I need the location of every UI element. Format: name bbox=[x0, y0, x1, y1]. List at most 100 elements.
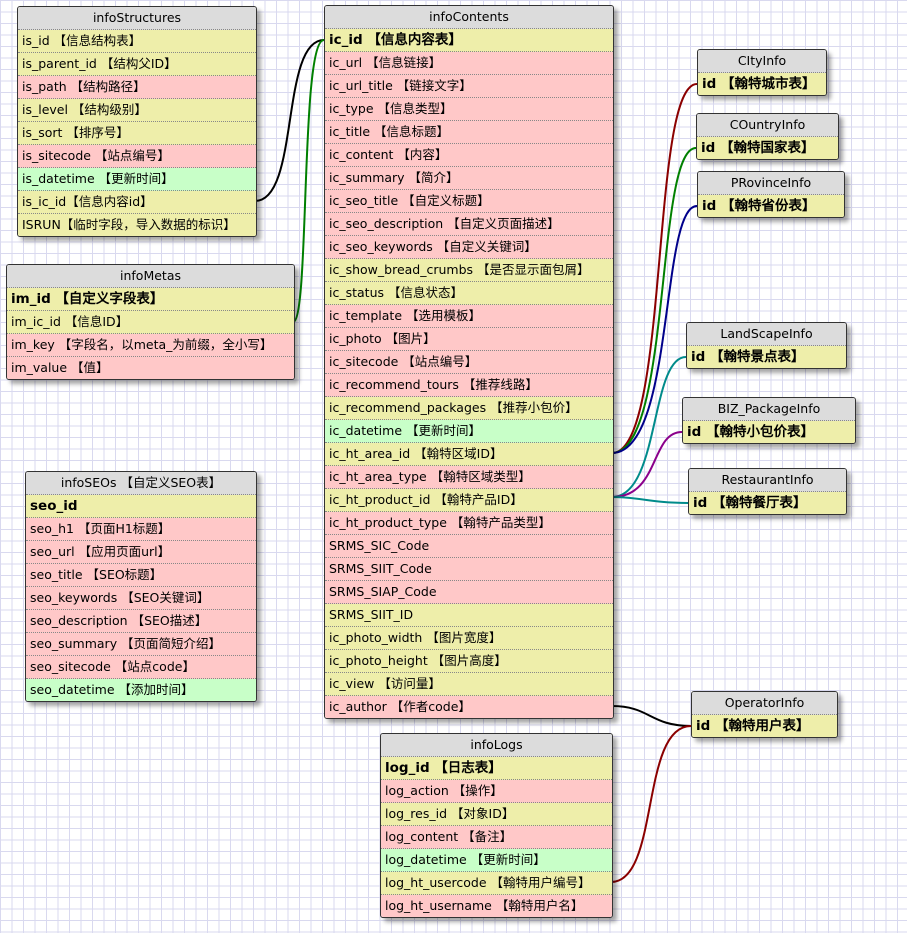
table-field[interactable]: ic_photo 【图片】 bbox=[325, 328, 613, 351]
primary-key-field[interactable]: ic_id 【信息内容表】 bbox=[325, 29, 613, 52]
relation-line bbox=[611, 705, 692, 727]
table-landscapeinfo[interactable]: LandScapeInfo id 【翰特景点表】 bbox=[686, 322, 847, 369]
table-field[interactable]: ISRUN【临时字段，导入数据的标识】 bbox=[18, 214, 256, 236]
primary-key-field[interactable]: id 【翰特景点表】 bbox=[687, 346, 846, 368]
table-biz-packageinfo[interactable]: BIZ_PackageInfo id 【翰特小包价表】 bbox=[682, 397, 856, 444]
table-field[interactable]: im_key 【字段名，以meta_为前缀，全小写】 bbox=[7, 334, 294, 357]
relation-line bbox=[611, 147, 697, 454]
table-field[interactable]: is_path 【结构路径】 bbox=[18, 76, 256, 99]
table-field[interactable]: log_content 【备注】 bbox=[381, 826, 612, 849]
table-field[interactable]: is_id 【信息结构表】 bbox=[18, 30, 256, 53]
relation-line bbox=[611, 205, 698, 454]
primary-key-field[interactable]: id 【翰特国家表】 bbox=[697, 137, 838, 159]
table-field[interactable]: log_res_id 【对象ID】 bbox=[381, 803, 612, 826]
primary-key-field[interactable]: log_id 【日志表】 bbox=[381, 757, 612, 780]
relation-line bbox=[610, 725, 692, 883]
table-field[interactable]: is_ic_id【信息内容id】 bbox=[18, 191, 256, 214]
table-field[interactable]: ic_ht_product_id 【翰特产品ID】 bbox=[325, 489, 613, 512]
table-infostructures[interactable]: infoStructures is_id 【信息结构表】 is_parent_id … bbox=[17, 6, 257, 237]
relation-line bbox=[611, 496, 689, 504]
table-field[interactable]: SRMS_SIIT_ID bbox=[325, 604, 613, 627]
table-title[interactable]: infoSEOs 【自定义SEO表】 bbox=[26, 472, 256, 495]
table-field[interactable]: ic_url_title 【链接文字】 bbox=[325, 75, 613, 98]
table-title[interactable]: LandScapeInfo bbox=[687, 323, 846, 346]
relation-line bbox=[611, 431, 683, 498]
table-field[interactable]: ic_sitecode 【站点编号】 bbox=[325, 351, 613, 374]
table-field[interactable]: ic_status 【信息状态】 bbox=[325, 282, 613, 305]
table-field[interactable]: seo_datetime 【添加时间】 bbox=[26, 679, 256, 701]
table-title[interactable]: RestaurantInfo bbox=[689, 469, 846, 492]
table-field[interactable]: ic_recommend_tours 【推荐线路】 bbox=[325, 374, 613, 397]
relation-line bbox=[292, 39, 325, 323]
table-field[interactable]: SRMS_SIAP_Code bbox=[325, 581, 613, 604]
table-provinceinfo[interactable]: PRovinceInfo id 【翰特省份表】 bbox=[697, 171, 845, 218]
table-countryinfo[interactable]: COuntryInfo id 【翰特国家表】 bbox=[696, 113, 839, 160]
table-title[interactable]: PRovinceInfo bbox=[698, 172, 844, 195]
table-field[interactable]: is_sort 【排序号】 bbox=[18, 122, 256, 145]
table-field[interactable]: ic_url 【信息链接】 bbox=[325, 52, 613, 75]
primary-key-field[interactable]: im_id 【自定义字段表】 bbox=[7, 288, 294, 311]
primary-key-field[interactable]: id 【翰特省份表】 bbox=[698, 195, 844, 217]
table-field[interactable]: is_level 【结构级别】 bbox=[18, 99, 256, 122]
relation-line bbox=[611, 356, 687, 498]
table-field[interactable]: ic_recommend_packages 【推荐小包价】 bbox=[325, 397, 613, 420]
table-title[interactable]: infoLogs bbox=[381, 734, 612, 757]
table-field[interactable]: ic_content 【内容】 bbox=[325, 144, 613, 167]
table-field[interactable]: log_datetime 【更新时间】 bbox=[381, 849, 612, 872]
table-infocontents[interactable]: infoContents ic_id 【信息内容表】 ic_url 【信息链接】 ic… bbox=[324, 5, 614, 719]
table-field[interactable]: SRMS_SIIT_Code bbox=[325, 558, 613, 581]
table-title[interactable]: infoStructures bbox=[18, 7, 256, 30]
table-field[interactable]: is_sitecode 【站点编号】 bbox=[18, 145, 256, 168]
table-field[interactable]: ic_type 【信息类型】 bbox=[325, 98, 613, 121]
table-field[interactable]: log_ht_username 【翰特用户名】 bbox=[381, 895, 612, 917]
table-field[interactable]: im_value 【值】 bbox=[7, 357, 294, 379]
table-infometas[interactable]: infoMetas im_id 【自定义字段表】 im_ic_id 【信息ID】 im… bbox=[6, 264, 295, 380]
table-field[interactable]: seo_summary 【页面简短介绍】 bbox=[26, 633, 256, 656]
table-field[interactable]: seo_url 【应用页面url】 bbox=[26, 541, 256, 564]
table-operatorinfo[interactable]: OperatorInfo id 【翰特用户表】 bbox=[691, 691, 838, 738]
table-field[interactable]: seo_h1 【页面H1标题】 bbox=[26, 518, 256, 541]
table-field[interactable]: im_ic_id 【信息ID】 bbox=[7, 311, 294, 334]
table-field[interactable]: ic_author 【作者code】 bbox=[325, 696, 613, 718]
table-field[interactable]: ic_template 【选用模板】 bbox=[325, 305, 613, 328]
table-title[interactable]: infoContents bbox=[325, 6, 613, 29]
table-title[interactable]: OperatorInfo bbox=[692, 692, 837, 715]
table-field[interactable]: ic_summary 【简介】 bbox=[325, 167, 613, 190]
table-field[interactable]: is_datetime 【更新时间】 bbox=[18, 168, 256, 191]
table-field[interactable]: ic_view 【访问量】 bbox=[325, 673, 613, 696]
table-field[interactable]: ic_ht_area_type 【翰特区域类型】 bbox=[325, 466, 613, 489]
table-field[interactable]: ic_photo_height 【图片高度】 bbox=[325, 650, 613, 673]
table-field[interactable]: log_ht_usercode 【翰特用户编号】 bbox=[381, 872, 612, 895]
table-infologs[interactable]: infoLogs log_id 【日志表】 log_action 【操作】 log_r… bbox=[380, 733, 613, 918]
table-field[interactable]: ic_seo_description 【自定义页面描述】 bbox=[325, 213, 613, 236]
table-field[interactable]: ic_seo_title 【自定义标题】 bbox=[325, 190, 613, 213]
table-field[interactable]: ic_show_bread_crumbs 【是否显示面包屑】 bbox=[325, 259, 613, 282]
table-field[interactable]: ic_ht_area_id 【翰特区域ID】 bbox=[325, 443, 613, 466]
primary-key-field[interactable]: id 【翰特城市表】 bbox=[698, 73, 826, 95]
table-field[interactable]: seo_description 【SEO描述】 bbox=[26, 610, 256, 633]
table-field[interactable]: ic_ht_product_type 【翰特产品类型】 bbox=[325, 512, 613, 535]
table-field[interactable]: ic_photo_width 【图片宽度】 bbox=[325, 627, 613, 650]
table-cityinfo[interactable]: CItyInfo id 【翰特城市表】 bbox=[697, 49, 827, 96]
table-title[interactable]: BIZ_PackageInfo bbox=[683, 398, 855, 421]
table-field[interactable]: ic_seo_keywords 【自定义关键词】 bbox=[325, 236, 613, 259]
primary-key-field[interactable]: id 【翰特小包价表】 bbox=[683, 421, 855, 443]
table-field[interactable]: seo_sitecode 【站点code】 bbox=[26, 656, 256, 679]
table-field[interactable]: ic_datetime 【更新时间】 bbox=[325, 420, 613, 443]
table-field[interactable]: SRMS_SIC_Code bbox=[325, 535, 613, 558]
table-field[interactable]: seo_title 【SEO标题】 bbox=[26, 564, 256, 587]
table-infoseos[interactable]: infoSEOs 【自定义SEO表】 seo_id seo_h1 【页面H1标题】 s… bbox=[25, 471, 257, 702]
table-restaurantinfo[interactable]: RestaurantInfo id 【翰特餐厅表】 bbox=[688, 468, 847, 515]
table-field[interactable]: ic_title 【信息标题】 bbox=[325, 121, 613, 144]
relation-line bbox=[254, 39, 325, 202]
table-title[interactable]: COuntryInfo bbox=[697, 114, 838, 137]
primary-key-field[interactable]: id 【翰特用户表】 bbox=[692, 715, 837, 737]
table-field[interactable]: log_action 【操作】 bbox=[381, 780, 612, 803]
primary-key-field[interactable]: seo_id bbox=[26, 495, 256, 518]
table-title[interactable]: infoMetas bbox=[7, 265, 294, 288]
primary-key-field[interactable]: id 【翰特餐厅表】 bbox=[689, 492, 846, 514]
table-field[interactable]: is_parent_id 【结构父ID】 bbox=[18, 53, 256, 76]
table-field[interactable]: seo_keywords 【SEO关键词】 bbox=[26, 587, 256, 610]
table-title[interactable]: CItyInfo bbox=[698, 50, 826, 73]
